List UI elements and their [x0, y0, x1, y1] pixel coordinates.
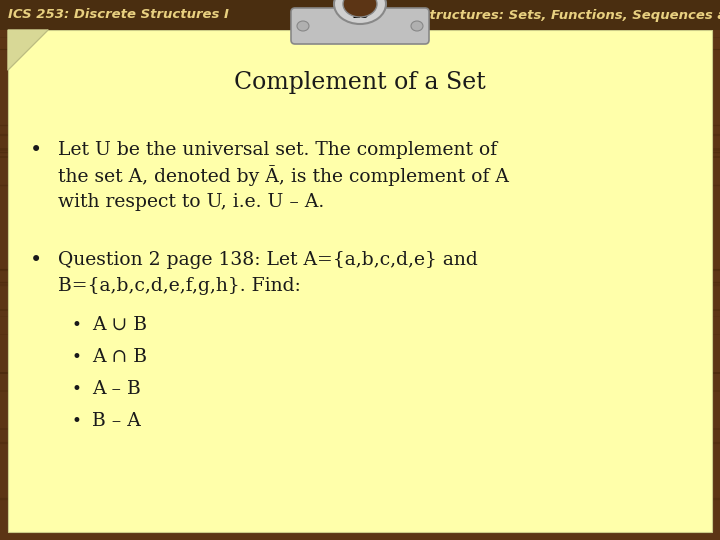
Text: Let U be the universal set. The complement of: Let U be the universal set. The compleme…: [58, 141, 497, 159]
Text: •: •: [30, 140, 42, 160]
Text: Question 2 page 138: Let A={a,b,c,d,e} and: Question 2 page 138: Let A={a,b,c,d,e} a…: [58, 251, 478, 269]
Text: A – B: A – B: [92, 380, 140, 398]
Text: •: •: [72, 380, 82, 398]
Circle shape: [347, 2, 373, 28]
FancyBboxPatch shape: [291, 8, 429, 44]
Text: •: •: [72, 348, 82, 366]
FancyBboxPatch shape: [8, 30, 712, 532]
Text: A ∪ B: A ∪ B: [92, 316, 147, 334]
Ellipse shape: [343, 0, 377, 17]
Ellipse shape: [334, 0, 386, 24]
Text: Basic Structures: Sets, Functions, Sequences and Sums: Basic Structures: Sets, Functions, Seque…: [376, 9, 720, 22]
Text: ICS 253: Discrete Structures I: ICS 253: Discrete Structures I: [8, 9, 229, 22]
Polygon shape: [8, 30, 48, 70]
Bar: [0, 0, 720, 30]
Text: •: •: [72, 316, 82, 334]
Text: B – A: B – A: [92, 412, 140, 430]
Text: 18: 18: [351, 9, 369, 22]
Text: the set A, denoted by Ā, is the complement of A: the set A, denoted by Ā, is the compleme…: [58, 166, 509, 186]
Text: B={a,b,c,d,e,f,g,h}. Find:: B={a,b,c,d,e,f,g,h}. Find:: [58, 277, 301, 295]
Text: •: •: [72, 412, 82, 430]
Text: A ∩ B: A ∩ B: [92, 348, 147, 366]
Text: Complement of a Set: Complement of a Set: [234, 71, 486, 93]
Text: with respect to U, i.e. U – A.: with respect to U, i.e. U – A.: [58, 193, 324, 211]
Ellipse shape: [297, 21, 309, 31]
Ellipse shape: [411, 21, 423, 31]
Text: •: •: [30, 250, 42, 270]
